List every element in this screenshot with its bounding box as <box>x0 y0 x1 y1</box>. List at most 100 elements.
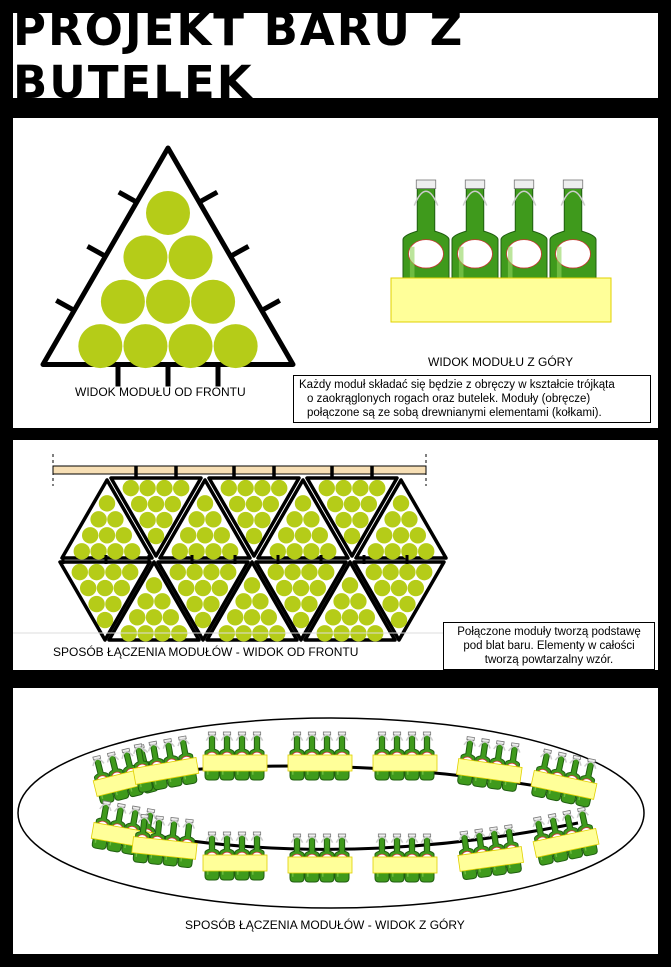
bottle-circle <box>128 609 146 626</box>
module-band <box>202 754 268 772</box>
bottle-module-top <box>372 833 438 883</box>
bottle-module-top <box>132 735 200 793</box>
module-frame <box>109 476 203 558</box>
bottle-swing-top <box>182 821 196 829</box>
bottle-circle <box>147 495 165 513</box>
bottle-circle <box>145 609 163 626</box>
top-connection-drawing <box>17 717 645 909</box>
bottle-circle <box>407 579 425 597</box>
bottle-circle <box>100 279 145 324</box>
bottle-swing-top <box>507 745 521 753</box>
bottle-circle <box>335 479 352 497</box>
bottle-circle <box>392 527 410 544</box>
bottle-circle <box>254 511 271 529</box>
module-frame <box>207 476 301 558</box>
bottle-circle <box>122 563 139 581</box>
bottle-swing-top <box>390 836 404 843</box>
bottle-circle <box>399 595 416 613</box>
bottle-module-top <box>202 831 268 881</box>
bottle-circle <box>98 495 116 512</box>
bottle-circle <box>384 511 401 528</box>
bottle-swing-top <box>205 734 219 741</box>
module-band <box>456 758 523 784</box>
module-frame <box>352 560 446 642</box>
bottle-highlight <box>409 246 415 307</box>
bottle-label <box>506 239 542 269</box>
bottle-circle <box>262 495 280 513</box>
bottle-circle <box>171 543 188 560</box>
bottle-label <box>408 239 444 269</box>
bottle-swing-top <box>320 734 334 741</box>
module-band <box>131 836 198 860</box>
bottle-circle <box>284 595 301 613</box>
bottle-circle <box>162 609 180 626</box>
bottle-circle <box>96 611 114 629</box>
bottle-circle <box>367 543 384 560</box>
bottle-circle <box>154 593 171 610</box>
bottle-swing-top <box>584 761 597 769</box>
bottle-circle <box>226 609 244 626</box>
module-band <box>287 856 353 874</box>
bottle-swing-top <box>106 754 120 763</box>
bottle-circle <box>113 579 131 597</box>
bottle-circle <box>78 324 123 369</box>
bottle-circle <box>341 609 359 626</box>
bottle-circle <box>318 563 335 581</box>
bottle-circle <box>252 593 269 610</box>
module-frame <box>156 560 250 642</box>
bottle-swing-top <box>162 741 176 749</box>
module-triangle <box>254 560 348 642</box>
bottle-circle <box>301 595 318 613</box>
bottle-circle <box>352 511 369 529</box>
bottle-swing-top <box>532 819 546 828</box>
bottle-circle <box>260 609 278 626</box>
bottle-swing-top <box>305 836 319 843</box>
bottle-swing-top <box>320 836 334 843</box>
bottle-highlight <box>458 246 464 307</box>
bottle-swing-top <box>375 734 389 741</box>
bottle-circle <box>237 511 254 529</box>
bottle-circle <box>237 479 254 497</box>
bottle-cap <box>513 179 535 189</box>
bottle-circle <box>416 563 433 581</box>
bottle-circle <box>145 577 163 594</box>
bottle-module-top <box>202 731 268 781</box>
bottle-circle <box>318 479 335 497</box>
bottle-circle <box>90 511 107 528</box>
bottle-swing-top <box>539 751 553 760</box>
bottle-swing-top <box>250 734 264 741</box>
module-triangle <box>207 466 301 558</box>
bottle-circle <box>123 324 168 369</box>
bottle-circle <box>169 563 186 581</box>
connection-description-line: pod blat baru. Elementy w całości <box>463 640 635 652</box>
module-description-line: o zaokrąglonych rogach oraz butelek. Mod… <box>307 393 591 405</box>
module-triangle <box>156 560 250 642</box>
module-band <box>372 856 438 874</box>
bottle-circle <box>213 527 231 544</box>
module-triangle <box>256 478 350 560</box>
bottle-circle <box>173 479 190 497</box>
bottle-circle <box>303 511 320 528</box>
connector-peg <box>260 298 281 313</box>
bottle-swing-top <box>576 810 590 818</box>
bottle-swing-top <box>99 803 112 812</box>
bottle-cap <box>464 179 486 189</box>
bottle-swing-top <box>290 734 304 741</box>
bottle-circle <box>292 579 310 597</box>
bottle-circle <box>205 543 222 560</box>
bottle-swing-top <box>335 734 349 741</box>
bottle-circle <box>124 543 141 560</box>
bottle-swing-top <box>220 734 234 741</box>
bottle-circle <box>277 527 295 544</box>
bottle-swing-top <box>420 734 434 741</box>
bottle-module-top <box>532 806 600 866</box>
bottle-swing-top <box>113 806 127 814</box>
bottle-circle <box>352 479 369 497</box>
front-connection-panel: SPOSÓB ŁĄCZENIA MODUŁÓW - WIDOK OD FRONT… <box>13 440 658 670</box>
module-description-line: połączone są ze sobą drewnianymi element… <box>307 407 602 419</box>
bottle-circle <box>286 543 303 560</box>
bottle-swing-top <box>147 743 161 752</box>
bottle-swing-top <box>554 754 568 763</box>
bottle-circle <box>303 543 320 560</box>
bottle-circle <box>243 577 261 594</box>
